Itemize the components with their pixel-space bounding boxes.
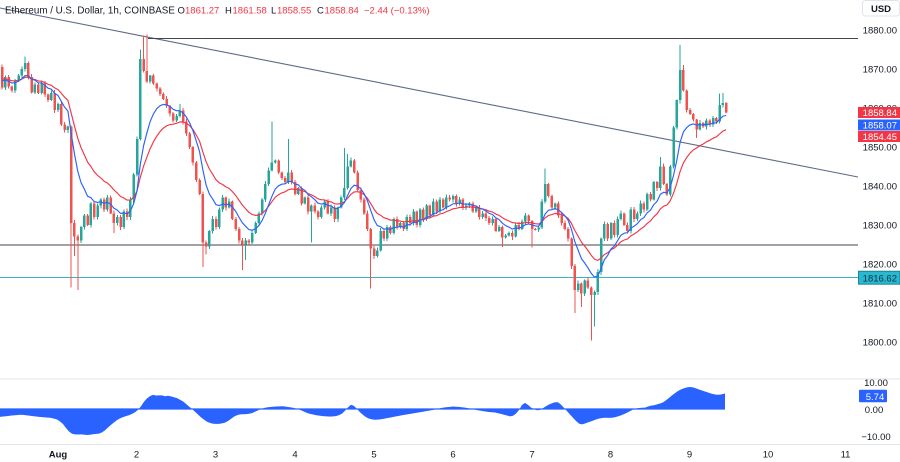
svg-text:1820.00: 1820.00 [863,259,897,270]
svg-text:4: 4 [292,450,297,461]
svg-text:1880.00: 1880.00 [863,25,897,36]
svg-text:1858.84: 1858.84 [325,6,359,17]
svg-text:7: 7 [529,450,534,461]
svg-text:Ethereum / U.S. Dollar, 1h, CO: Ethereum / U.S. Dollar, 1h, COINBASE [5,6,175,17]
svg-text:−2.44 (−0.13%): −2.44 (−0.13%) [364,6,430,17]
svg-text:−10.00: −10.00 [861,432,890,443]
svg-text:1800.00: 1800.00 [863,337,897,348]
svg-text:5: 5 [371,450,376,461]
svg-text:H: H [225,6,232,17]
svg-text:1858.07: 1858.07 [863,121,897,132]
svg-text:1861.58: 1861.58 [233,6,267,17]
svg-text:1840.00: 1840.00 [863,181,897,192]
svg-text:1858.55: 1858.55 [277,6,311,17]
svg-text:0.00: 0.00 [865,405,884,416]
svg-text:1861.27: 1861.27 [185,6,219,17]
svg-text:10: 10 [763,450,774,461]
svg-text:2: 2 [134,450,139,461]
svg-text:1850.00: 1850.00 [863,142,897,153]
svg-text:Aug: Aug [49,450,68,461]
svg-text:C: C [317,6,324,17]
svg-text:O: O [178,6,185,17]
svg-text:11: 11 [841,450,851,461]
svg-text:10.00: 10.00 [864,378,888,389]
svg-text:1858.84: 1858.84 [863,108,897,119]
svg-text:1854.45: 1854.45 [863,132,897,143]
svg-text:8: 8 [608,450,613,461]
svg-text:1816.62: 1816.62 [863,273,897,284]
svg-text:9: 9 [687,450,692,461]
svg-text:6: 6 [450,450,455,461]
svg-text:1870.00: 1870.00 [863,64,897,75]
svg-text:1810.00: 1810.00 [863,298,897,309]
svg-text:USD: USD [871,4,891,15]
svg-text:5.74: 5.74 [866,392,885,403]
svg-text:3: 3 [213,450,218,461]
svg-text:L: L [271,6,276,17]
svg-text:1830.00: 1830.00 [863,220,897,231]
